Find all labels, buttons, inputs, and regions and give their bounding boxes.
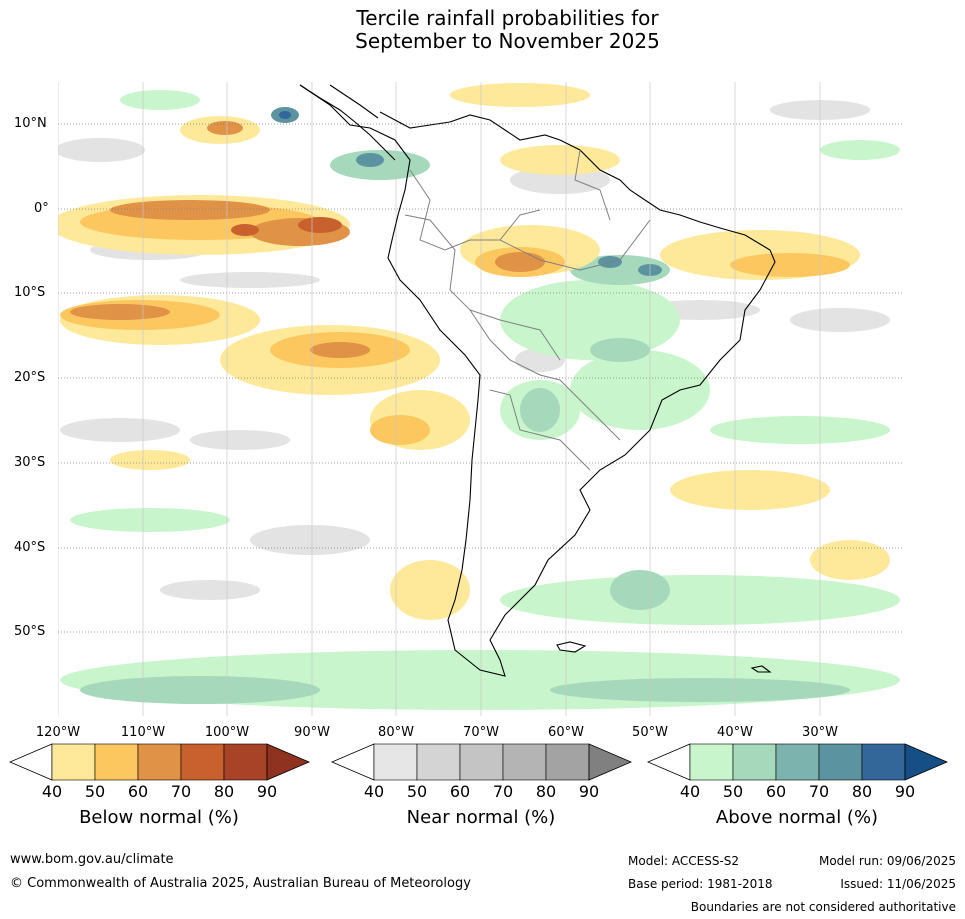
colorbar-below-tick: 80	[213, 782, 235, 801]
colorbar-near-tick: 70	[492, 782, 514, 801]
colorbar-title-below: Below normal (%)	[79, 807, 239, 828]
colorbar-above-tick: 80	[851, 782, 873, 801]
colorbar-title-near: Near normal (%)	[406, 807, 556, 828]
colorbar-below-segment	[180, 743, 225, 781]
footer-base-period: Base period: 1981-2018	[628, 877, 773, 891]
colorbar-below-segment	[51, 743, 96, 781]
country-borders	[404, 149, 651, 471]
colorbar-above-tick: 70	[808, 782, 830, 801]
falklands-coastline	[556, 641, 587, 653]
above-normal-peak-areas	[271, 107, 662, 276]
colorbar-near-tick: 90	[578, 782, 600, 801]
map-title-line1: Tercile rainfall probabilities for	[356, 6, 659, 30]
colorbar-above-tick: 40	[679, 782, 701, 801]
colorbar-above-segment	[818, 743, 863, 781]
map-panel	[58, 82, 904, 716]
colorbar-near-tick: 50	[406, 782, 428, 801]
south-america-coastline	[299, 84, 776, 677]
colorbar-near-tick: 40	[363, 782, 385, 801]
lat-label: 20°S	[14, 370, 46, 385]
colorbar-below-segment	[223, 743, 268, 781]
colorbar-above-tick: 60	[765, 782, 787, 801]
lon-label: 40°W	[717, 725, 753, 740]
footer-copyright: © Commonwealth of Australia 2025, Austra…	[10, 876, 471, 891]
lon-label: 110°W	[120, 725, 166, 740]
colorbar-near-tick: 60	[449, 782, 471, 801]
colorbar-below-tick: 70	[170, 782, 192, 801]
colorbar-above-segment	[861, 743, 906, 781]
footer-website[interactable]: www.bom.gov.au/climate	[10, 852, 174, 867]
lat-label: 40°S	[14, 540, 46, 555]
colorbars	[8, 743, 949, 781]
colorbar-near-low-arrow	[330, 743, 375, 781]
colorbar-below-tick: 40	[41, 782, 63, 801]
colorbar-above-segment	[732, 743, 777, 781]
central-america-coastline	[299, 84, 396, 161]
colorbar-near-segment	[502, 743, 547, 781]
lon-label: 60°W	[548, 725, 584, 740]
colorbar-above-high-arrow	[904, 743, 949, 781]
colorbar-below-segment	[137, 743, 182, 781]
colorbar-above-tick: 90	[894, 782, 916, 801]
lat-label: 50°S	[14, 624, 46, 639]
colorbar-above-segment	[689, 743, 734, 781]
lon-label: 50°W	[632, 725, 668, 740]
footer-model: Model: ACCESS-S2	[628, 854, 740, 868]
above-normal-strong-areas	[80, 150, 850, 704]
lon-label: 80°W	[378, 725, 414, 740]
colorbar-near-tick: 80	[535, 782, 557, 801]
colorbar-near-segment	[416, 743, 461, 781]
colorbar-below-tick: 60	[127, 782, 149, 801]
colorbar-near-high-arrow	[588, 743, 633, 781]
footer-model-run: Model run: 09/06/2025	[818, 854, 956, 868]
colorbar-below-segment	[94, 743, 139, 781]
footer-issued: Issued: 11/06/2025	[840, 877, 956, 891]
colorbar-below-tick: 50	[84, 782, 106, 801]
colorbar-near-segment	[459, 743, 504, 781]
lon-label: 70°W	[463, 725, 499, 740]
colorbar-above-tick: 50	[722, 782, 744, 801]
lon-label: 90°W	[294, 725, 330, 740]
colorbar-near-segment	[545, 743, 590, 781]
colorbar-below-high-arrow	[266, 743, 311, 781]
lat-label: 10°S	[14, 285, 46, 300]
lat-label: 10°N	[14, 116, 47, 131]
lon-label: 120°W	[35, 725, 81, 740]
colorbar-near-segment	[373, 743, 418, 781]
lon-label: 30°W	[802, 725, 838, 740]
lat-label: 0°	[34, 201, 49, 216]
colorbar-above-low-arrow	[646, 743, 691, 781]
lat-label: 30°S	[14, 455, 46, 470]
colorbar-above-segment	[775, 743, 820, 781]
colorbar-title-above: Above normal (%)	[715, 807, 879, 828]
colorbar-below-low-arrow	[8, 743, 53, 781]
colorbar-below-tick: 90	[256, 782, 278, 801]
lon-label: 100°W	[204, 725, 250, 740]
footer-disclaimer: Boundaries are not considered authoritat…	[690, 900, 956, 914]
map-title-line2: September to November 2025	[355, 29, 660, 53]
